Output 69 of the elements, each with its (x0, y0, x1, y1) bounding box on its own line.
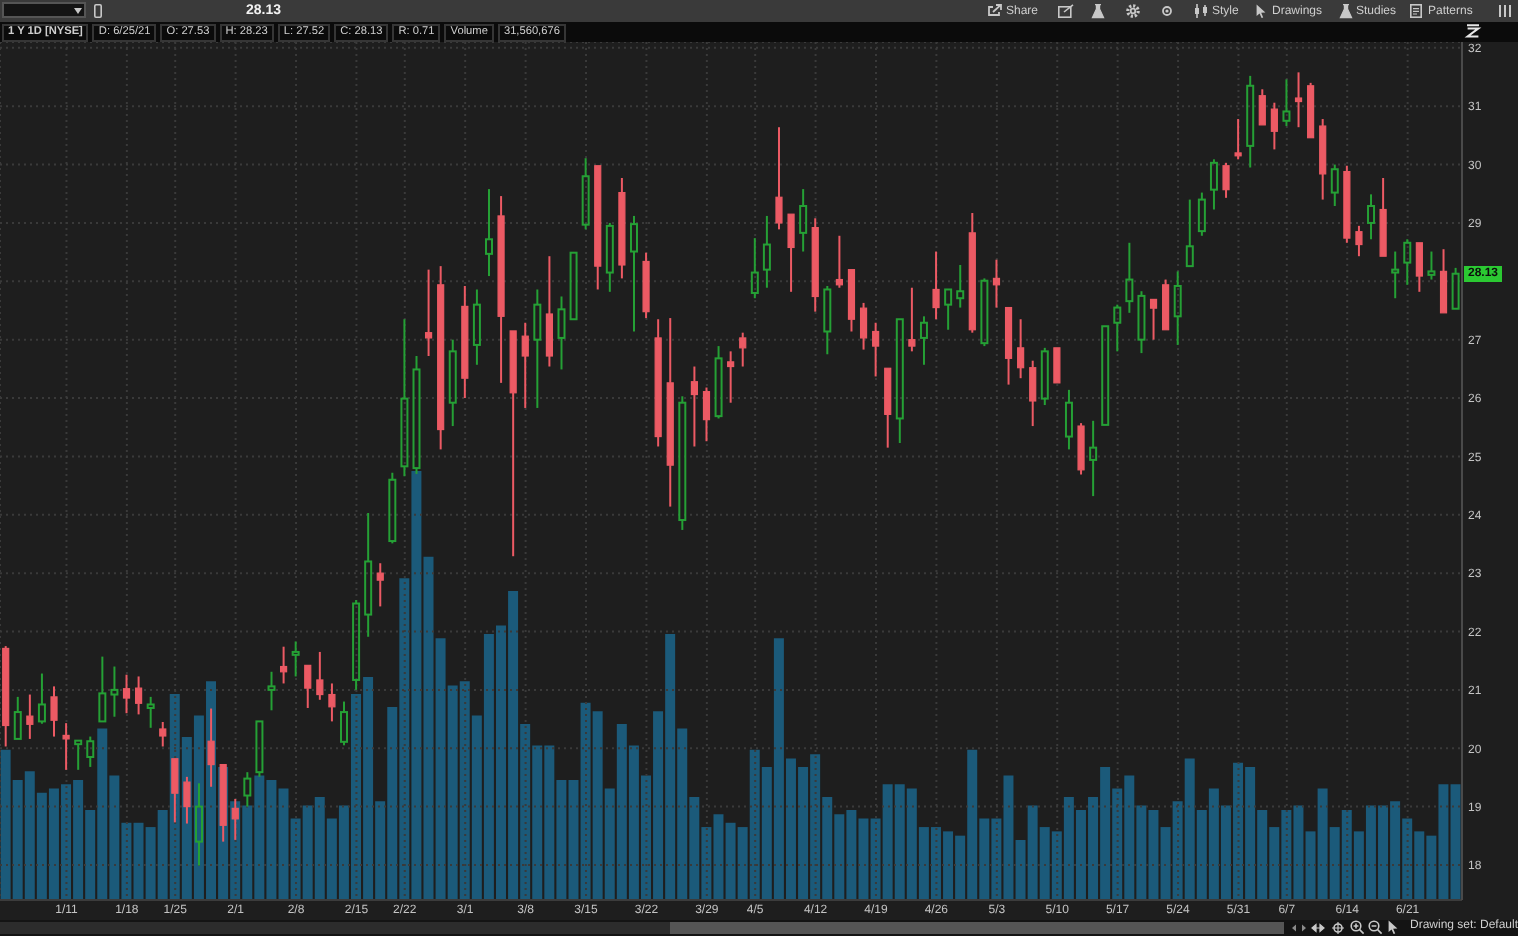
candlestick (304, 664, 312, 709)
candlestick (847, 269, 856, 333)
candlestick (135, 675, 143, 716)
candlestick (992, 258, 1001, 309)
candlestick (316, 650, 324, 701)
candlestick (557, 295, 566, 371)
candlestick (1149, 298, 1158, 341)
candlestick (1125, 241, 1134, 314)
candlestick (50, 685, 58, 738)
candlestick (1053, 347, 1061, 384)
candlestick (944, 288, 953, 331)
candlestick (328, 682, 336, 723)
candlestick (74, 739, 83, 771)
candlestick (13, 695, 22, 740)
candlestick (497, 195, 505, 384)
candlestick (291, 640, 300, 678)
candlestick (1173, 270, 1182, 346)
candlestick (26, 693, 34, 740)
candlestick (424, 268, 433, 358)
candlestick (919, 315, 928, 366)
candlestick (727, 350, 735, 404)
candlestick (884, 367, 892, 449)
candlestick (1294, 71, 1303, 129)
candlestick (509, 330, 517, 558)
candlestick (545, 255, 554, 368)
candlestick (895, 318, 904, 444)
candlestick (1246, 74, 1255, 169)
candlestick (1185, 198, 1194, 268)
candlestick (968, 212, 976, 334)
candlestick (666, 317, 674, 508)
candlestick (472, 288, 481, 366)
candlestick (521, 321, 529, 409)
candlestick (62, 722, 70, 771)
candlestick (1367, 193, 1376, 241)
candlestick (678, 395, 687, 531)
candlestick (932, 250, 940, 321)
candlestick (1101, 325, 1110, 426)
candlestick (267, 670, 276, 712)
candlestick (376, 562, 384, 608)
candlestick (400, 318, 409, 478)
candlestick (799, 188, 808, 253)
candlestick (811, 217, 819, 313)
candlestick (1379, 177, 1387, 257)
candlestick (98, 655, 107, 723)
candlestick (485, 188, 493, 278)
candlestick (835, 234, 843, 289)
candlestick (654, 318, 662, 448)
candlestick (594, 165, 602, 291)
candlestick (1089, 419, 1098, 498)
candlestick (787, 213, 795, 293)
candlestick (122, 673, 131, 715)
candlestick (461, 284, 469, 400)
candlestick (1004, 306, 1013, 386)
candlestick (1439, 248, 1448, 314)
candlestick (956, 263, 965, 309)
candlestick (569, 251, 578, 321)
candlestick (1391, 250, 1400, 300)
candlestick (1017, 318, 1025, 380)
candlestick (533, 288, 542, 409)
candlestick (859, 301, 868, 351)
candlestick (690, 365, 698, 448)
candlestick (762, 214, 771, 289)
candlestick (1258, 88, 1266, 126)
candlestick (171, 758, 179, 824)
candlestick (110, 665, 119, 718)
candlestick (437, 265, 445, 451)
candlestick (1415, 242, 1423, 293)
candlestick (364, 512, 373, 638)
candlestick (279, 645, 288, 685)
